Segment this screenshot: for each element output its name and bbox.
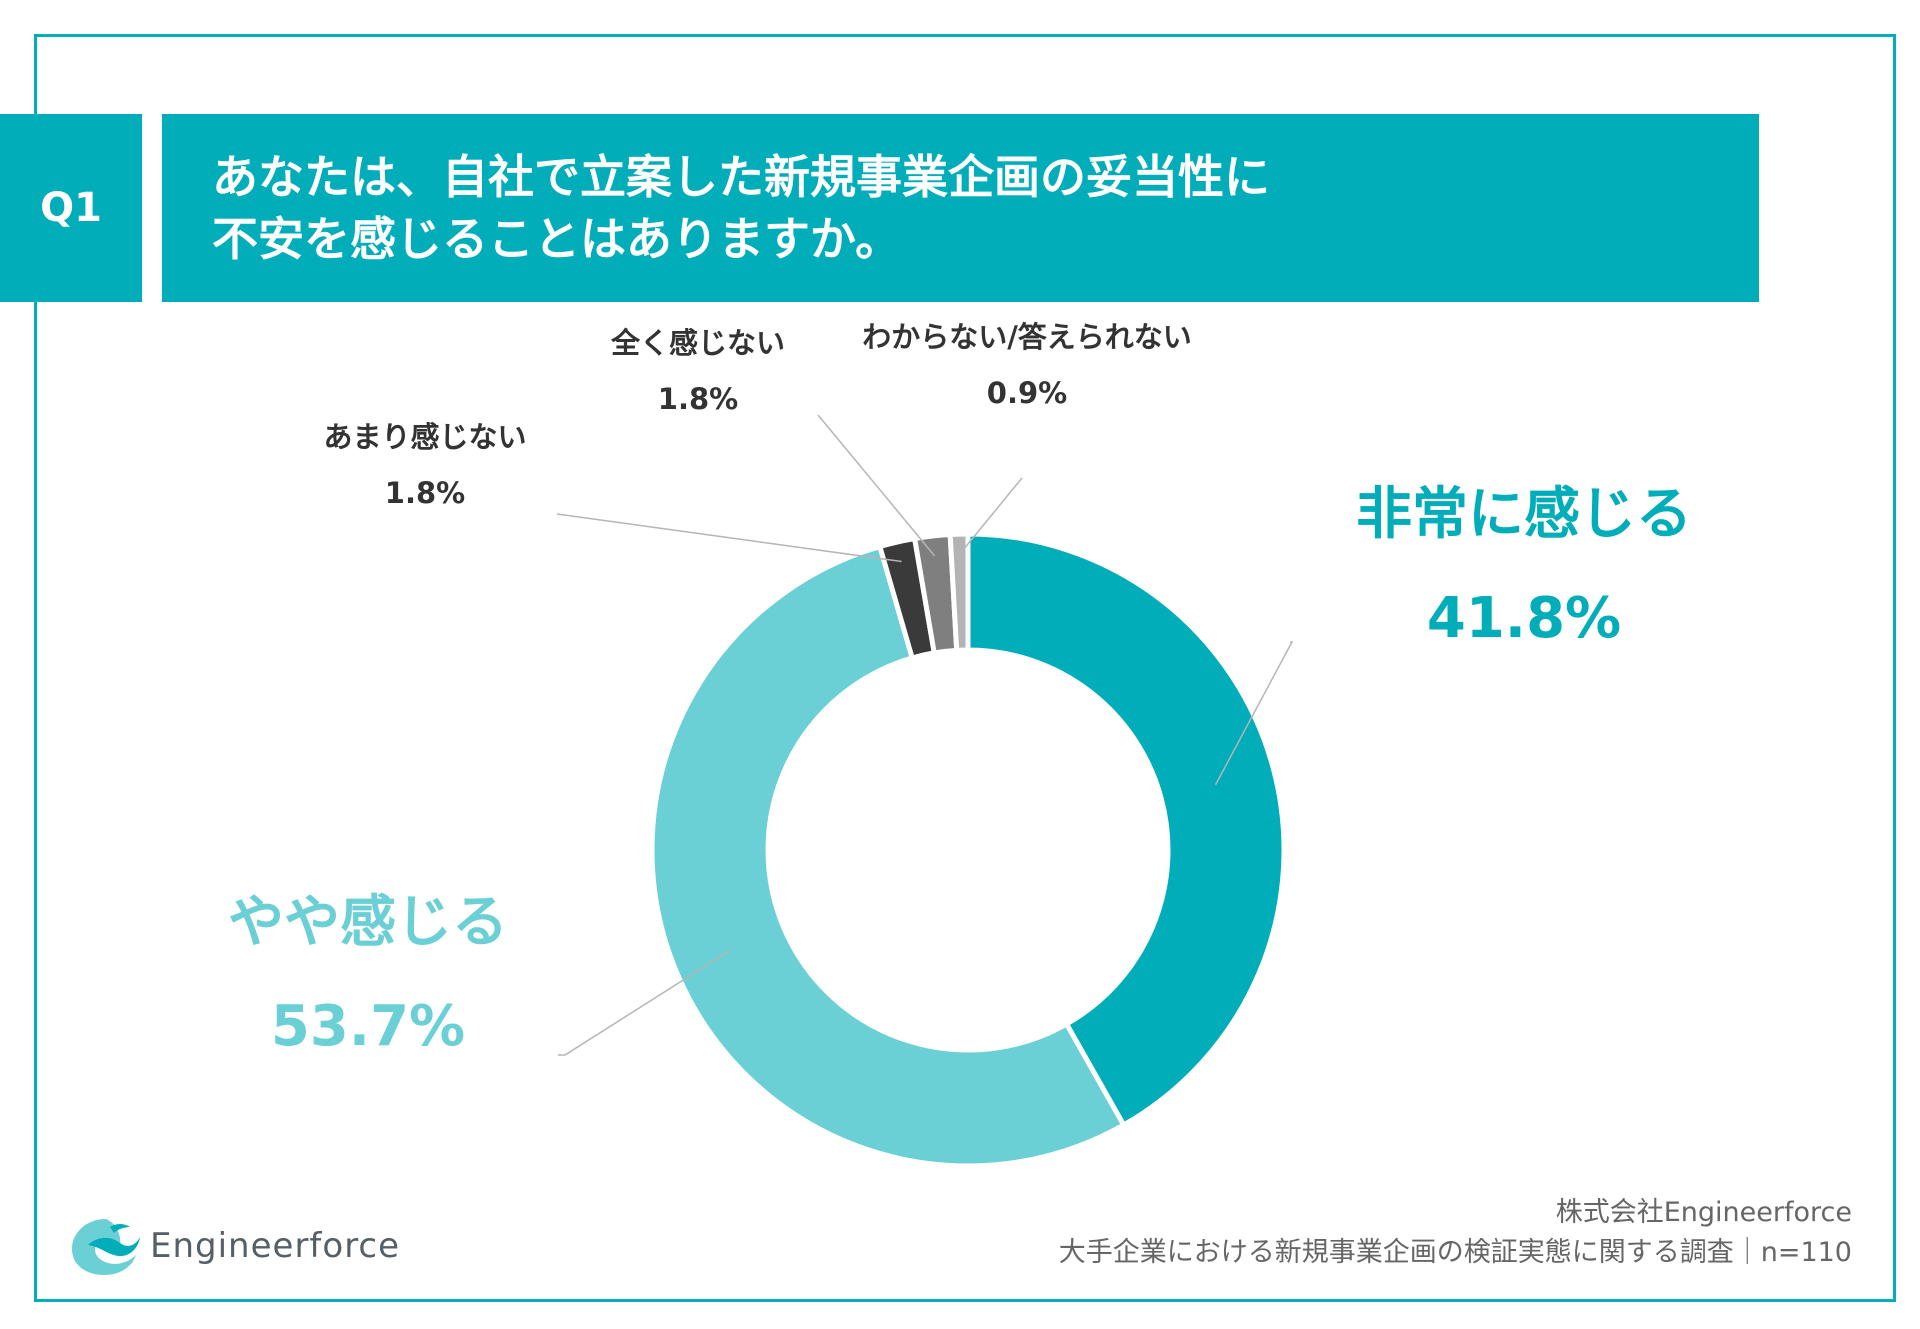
label-very-much: 非常に感じる 41.8% bbox=[1356, 469, 1692, 651]
slice-very-much bbox=[965, 531, 1287, 1129]
leader-line-not-much bbox=[556, 513, 902, 563]
label-somewhat: やや感じる 53.7% bbox=[228, 877, 508, 1059]
question-title: あなたは、自社で立案した新規事業企画の妥当性に 不安を感じることはありますか。 bbox=[162, 114, 1759, 302]
wave-bird-icon bbox=[72, 1219, 140, 1275]
slice-somewhat bbox=[649, 543, 1128, 1169]
label-not-much-percent: 1.8% bbox=[384, 476, 466, 510]
label-very-much-name: 非常に感じる bbox=[1356, 482, 1692, 547]
footer-company: 株式会社Engineerforce bbox=[1555, 1197, 1852, 1228]
leader-line-unknown bbox=[959, 477, 1023, 555]
slice-unknown bbox=[947, 531, 971, 653]
label-somewhat-percent: 53.7% bbox=[270, 994, 466, 1059]
footer-credit: 株式会社Engineerforce 大手企業における新規事業企画の検証実態に関す… bbox=[1059, 1193, 1852, 1273]
label-not-at-all: 全く感じない 1.8% bbox=[611, 320, 785, 416]
label-not-much: あまり感じない 1.8% bbox=[323, 414, 526, 510]
label-not-at-all-name: 全く感じない bbox=[610, 326, 786, 360]
label-not-much-name: あまり感じない bbox=[323, 420, 527, 454]
leader-line-somewhat bbox=[558, 949, 731, 1056]
brand-logo: Engineerforce bbox=[70, 1215, 400, 1277]
label-unknown-name: わからない/答えられない bbox=[862, 320, 1192, 354]
logo-text: Engineerforce bbox=[150, 1226, 401, 1266]
footer-survey: 大手企業における新規事業企画の検証実態に関する調査｜n=110 bbox=[1058, 1237, 1852, 1268]
label-very-much-percent: 41.8% bbox=[1426, 586, 1622, 651]
question-line-2: 不安を感じることはありますか。 bbox=[212, 212, 902, 266]
question-line-1: あなたは、自社で立案した新規事業企画の妥当性に bbox=[212, 150, 1270, 204]
label-unknown: わからない/答えられない 0.9% bbox=[862, 314, 1192, 410]
page-frame bbox=[34, 34, 1896, 1302]
label-unknown-percent: 0.9% bbox=[986, 376, 1068, 410]
label-not-at-all-percent: 1.8% bbox=[657, 382, 739, 416]
label-somewhat-name: やや感じる bbox=[228, 890, 508, 955]
leader-line-very-much bbox=[1214, 641, 1294, 786]
leader-line-not-at-all bbox=[817, 414, 936, 557]
question-badge: Q1 bbox=[0, 114, 142, 302]
